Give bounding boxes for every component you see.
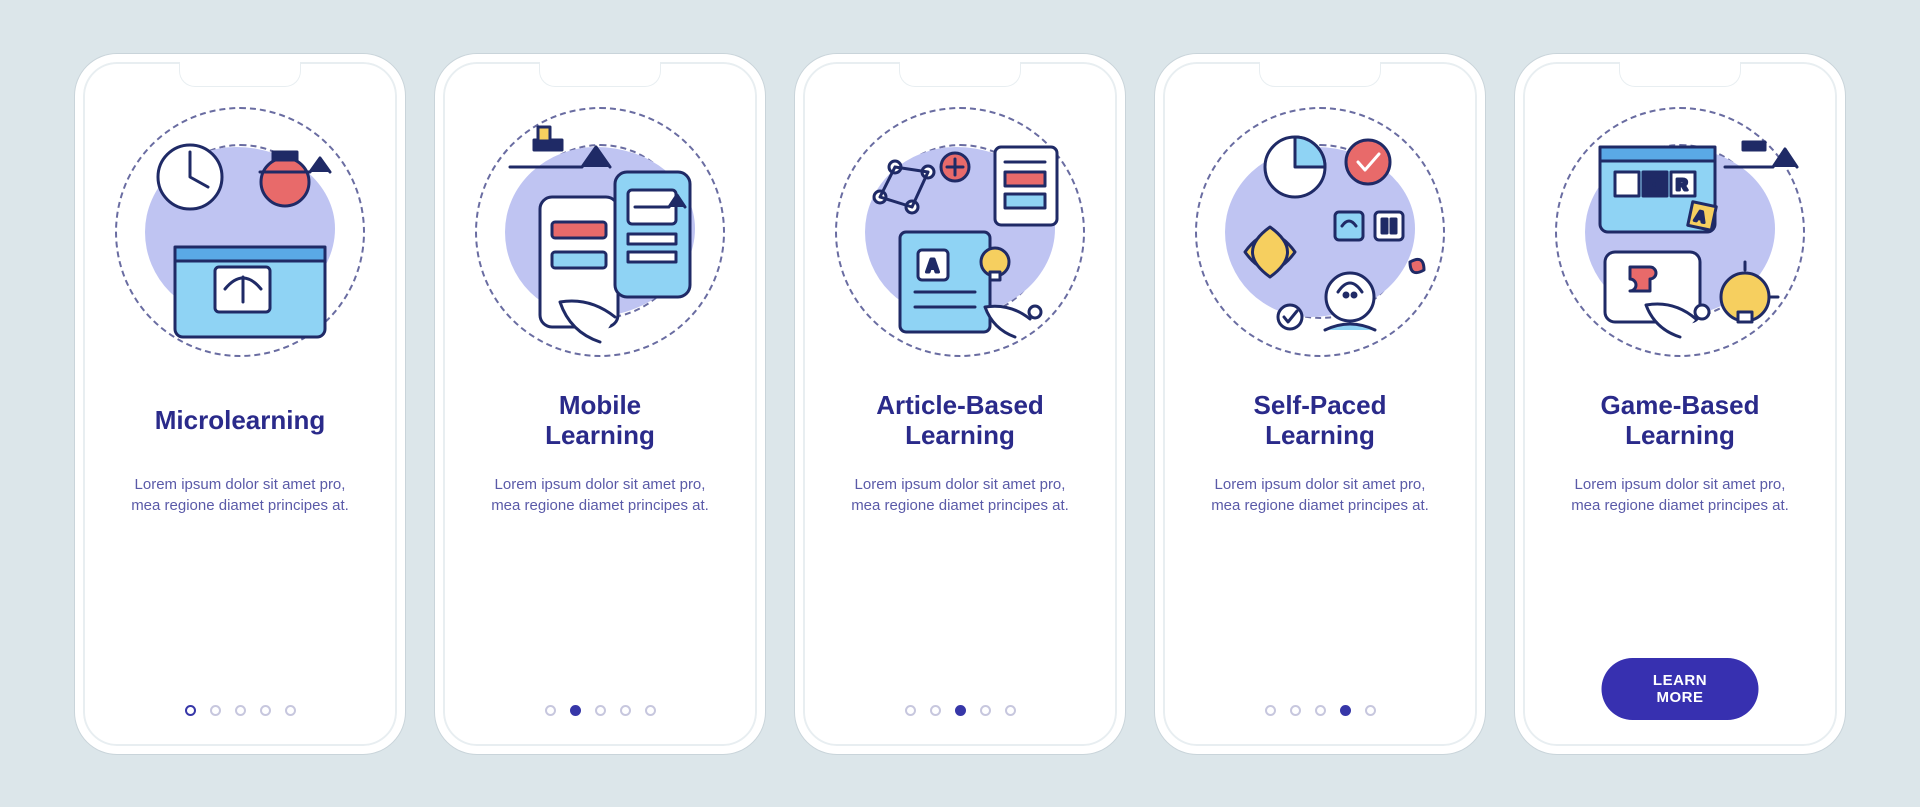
screen-description: Lorem ipsum dolor sit amet pro, mea regi…	[101, 474, 379, 518]
article-illustration: A	[830, 102, 1090, 362]
onboarding-screen: A Article-BasedLearning Lorem ipsum dolor…	[795, 54, 1125, 754]
screen-title: MobileLearning	[539, 390, 661, 452]
pagination-dot[interactable]	[620, 705, 631, 716]
screen-description: Lorem ipsum dolor sit amet pro, mea regi…	[461, 474, 739, 518]
pagination-dot[interactable]	[905, 705, 916, 716]
pagination-dot[interactable]	[545, 705, 556, 716]
pagination-dot[interactable]	[1315, 705, 1326, 716]
svg-text:R: R	[1676, 177, 1688, 194]
pagination-dots	[1163, 705, 1477, 716]
pagination-dot[interactable]	[1005, 705, 1016, 716]
pagination-dots	[83, 705, 397, 716]
pagination-dot[interactable]	[930, 705, 941, 716]
onboarding-screen: Microlearning Lorem ipsum dolor sit amet …	[75, 54, 405, 754]
screen-description: Lorem ipsum dolor sit amet pro, mea regi…	[821, 474, 1099, 518]
pagination-dot[interactable]	[595, 705, 606, 716]
pagination-dots	[803, 705, 1117, 716]
screen-title: Self-PacedLearning	[1248, 390, 1393, 452]
screen-description: Lorem ipsum dolor sit amet pro, mea regi…	[1181, 474, 1459, 518]
screen-title: Microlearning	[149, 390, 331, 452]
game-illustration: OR A	[1550, 102, 1810, 362]
pagination-dot[interactable]	[570, 705, 581, 716]
pagination-dot[interactable]	[185, 705, 196, 716]
learn-more-button[interactable]: LEARN MORE	[1602, 658, 1759, 720]
mobile-illustration	[470, 102, 730, 362]
onboarding-screen: OR A Game-BasedLearning Lorem ipsum dolor…	[1515, 54, 1845, 754]
pagination-dot[interactable]	[955, 705, 966, 716]
pagination-dot[interactable]	[1290, 705, 1301, 716]
onboarding-screen: MobileLearning Lorem ipsum dolor sit amet…	[435, 54, 765, 754]
onboarding-screen: Self-PacedLearning Lorem ipsum dolor sit …	[1155, 54, 1485, 754]
pagination-dot[interactable]	[645, 705, 656, 716]
screen-description: Lorem ipsum dolor sit amet pro, mea regi…	[1541, 474, 1819, 518]
pagination-dot[interactable]	[1340, 705, 1351, 716]
screen-title: Article-BasedLearning	[870, 390, 1050, 452]
pagination-dot[interactable]	[1265, 705, 1276, 716]
pagination-dot[interactable]	[260, 705, 271, 716]
pagination-dot[interactable]	[235, 705, 246, 716]
selfpaced-illustration	[1190, 102, 1450, 362]
svg-text:A: A	[926, 256, 939, 276]
pagination-dot[interactable]	[285, 705, 296, 716]
pagination-dot[interactable]	[1365, 705, 1376, 716]
pagination-dots	[443, 705, 757, 716]
microlearning-illustration	[110, 102, 370, 362]
screen-title: Game-BasedLearning	[1595, 390, 1766, 452]
pagination-dot[interactable]	[980, 705, 991, 716]
svg-text:O: O	[1648, 177, 1660, 194]
pagination-dot[interactable]	[210, 705, 221, 716]
